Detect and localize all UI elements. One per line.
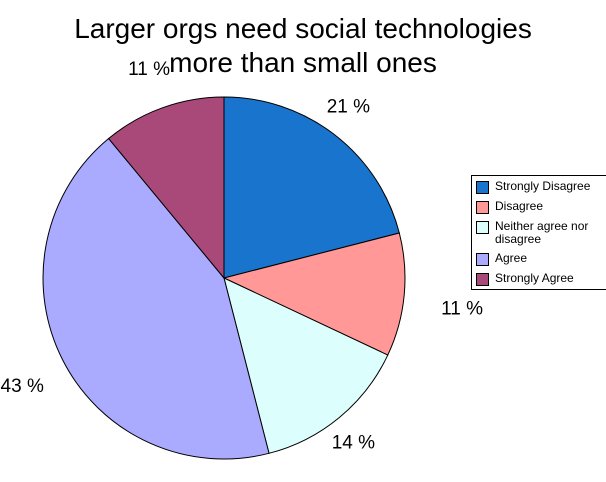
pie-slice-strongly-disagree	[223, 96, 400, 279]
chart-title-line-2: more than small ones	[169, 47, 437, 78]
legend-swatch-strongly-disagree	[476, 181, 489, 194]
legend-label-agree: Agree	[495, 251, 528, 265]
pie-slices	[42, 96, 406, 460]
legend-label-neither: Neither agree nor disagree	[495, 219, 589, 246]
legend-label-disagree: Disagree	[495, 199, 544, 213]
legend-item-strongly-agree: Strongly Agree	[476, 272, 606, 286]
pie-slice-disagree	[222, 232, 406, 356]
data-label-agree: 43 %	[1, 376, 44, 397]
legend: Strongly Disagree Disagree Neither agree…	[471, 175, 606, 290]
pie-slice-strongly-agree	[107, 96, 225, 280]
data-label-strongly-disagree: 21 %	[327, 97, 370, 118]
pie-slice-neither-agree-nor-disagree	[223, 277, 389, 454]
data-label-strongly-agree: 11 %	[128, 59, 170, 80]
pie-slice-agree	[42, 137, 270, 460]
data-label-disagree: 11 %	[441, 299, 483, 320]
legend-swatch-agree	[476, 253, 489, 266]
legend-item-disagree: Disagree	[476, 200, 606, 214]
legend-item-agree: Agree	[476, 252, 606, 266]
pie-data-labels: 21 % 11 % 14 % 43 % 11 %	[1, 59, 484, 453]
legend-swatch-strongly-agree	[476, 273, 489, 286]
legend-swatch-neither	[476, 221, 489, 234]
legend-label-strongly-disagree: Strongly Disagree	[495, 179, 591, 193]
legend-item-neither: Neither agree nor disagree	[476, 220, 606, 246]
chart-title-line-1: Larger orgs need social technologies	[74, 13, 532, 44]
legend-label-strongly-agree: Strongly Agree	[495, 271, 574, 285]
legend-swatch-disagree	[476, 201, 489, 214]
data-label-neither-agree-nor-disagree: 14 %	[332, 432, 375, 453]
legend-item-strongly-disagree: Strongly Disagree	[476, 180, 606, 194]
chart-title: Larger orgs need social technologies mor…	[0, 12, 606, 80]
